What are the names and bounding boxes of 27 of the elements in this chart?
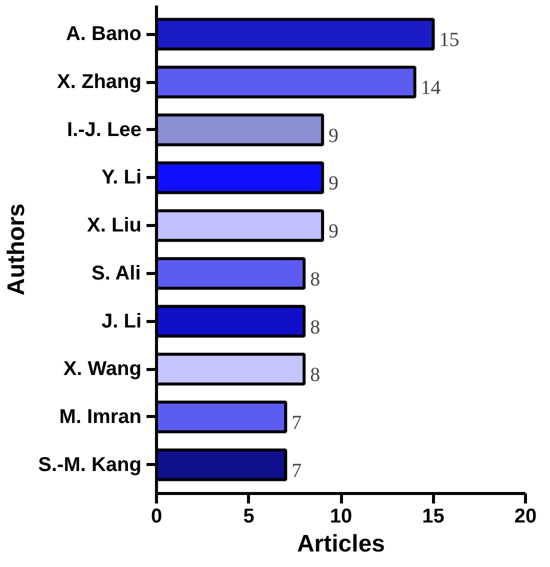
y-tick-label: S. Ali bbox=[91, 262, 141, 284]
y-tick-label: I.-J. Lee bbox=[67, 118, 142, 141]
y-axis-title: Authors bbox=[3, 203, 30, 296]
x-tick-label: 5 bbox=[243, 506, 254, 528]
y-tick-label: M. Imran bbox=[59, 406, 142, 428]
data-label: 8 bbox=[310, 316, 320, 338]
y-tick-label: X. Wang bbox=[63, 358, 142, 380]
y-tick-label: J. Li bbox=[101, 310, 142, 332]
x-tick-label: 20 bbox=[514, 506, 537, 528]
y-tick-label: X. Zhang bbox=[57, 71, 142, 94]
data-label: 8 bbox=[310, 364, 320, 386]
data-label: 9 bbox=[328, 124, 339, 147]
x-tick-label: 0 bbox=[150, 506, 162, 528]
y-tick-label: Y. Li bbox=[101, 166, 142, 189]
x-tick-label: 15 bbox=[422, 506, 444, 528]
data-label: 8 bbox=[310, 268, 320, 290]
data-label: 15 bbox=[439, 29, 460, 52]
y-tick-label: S.-M. Kang bbox=[38, 454, 142, 476]
y-tick-label: A. Bano bbox=[66, 23, 142, 46]
data-label: 7 bbox=[292, 460, 302, 482]
y-tick-label: X. Liu bbox=[87, 214, 142, 237]
data-label: 14 bbox=[420, 77, 441, 100]
x-tick-label: 10 bbox=[330, 506, 352, 528]
data-label: 9 bbox=[328, 220, 339, 243]
data-label: 9 bbox=[328, 172, 339, 195]
data-label: 7 bbox=[292, 412, 302, 434]
x-axis-title: Articles bbox=[296, 530, 386, 558]
